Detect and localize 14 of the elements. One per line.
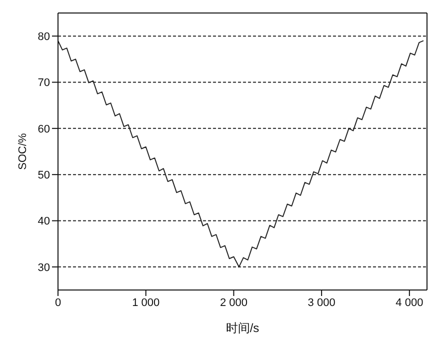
y-tick-label: 80 [38,30,50,43]
x-tick-label: 2 000 [220,296,248,309]
y-tick-label: 40 [38,216,50,228]
x-tick-label: 4 000 [396,296,424,309]
y-tick-label: 70 [38,77,50,90]
y-axis-title: SOC/% [16,132,29,170]
x-tick-label: 3 000 [308,296,336,309]
x-tick-label: 0 [54,296,62,309]
y-tick-label: 60 [38,123,50,136]
x-tick-label: 1 000 [132,296,160,309]
y-tick-label: 50 [38,169,50,182]
y-tick-label: 30 [38,262,50,274]
line-series [58,40,424,268]
x-axis-title: 时间/s [226,321,260,335]
